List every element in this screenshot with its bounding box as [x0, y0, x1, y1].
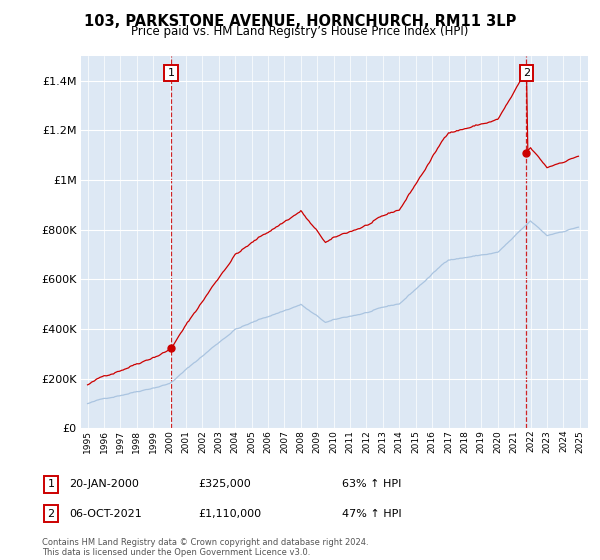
Text: 103, PARKSTONE AVENUE, HORNCHURCH, RM11 3LP: 103, PARKSTONE AVENUE, HORNCHURCH, RM11 …	[84, 14, 516, 29]
Text: Price paid vs. HM Land Registry’s House Price Index (HPI): Price paid vs. HM Land Registry’s House …	[131, 25, 469, 38]
Text: 47% ↑ HPI: 47% ↑ HPI	[342, 508, 401, 519]
Text: 63% ↑ HPI: 63% ↑ HPI	[342, 479, 401, 489]
Text: 06-OCT-2021: 06-OCT-2021	[69, 508, 142, 519]
Text: Contains HM Land Registry data © Crown copyright and database right 2024.
This d: Contains HM Land Registry data © Crown c…	[42, 538, 368, 557]
Text: £325,000: £325,000	[198, 479, 251, 489]
Text: £1,110,000: £1,110,000	[198, 508, 261, 519]
Text: 1: 1	[167, 68, 175, 78]
Text: 2: 2	[47, 508, 55, 519]
Text: 2: 2	[523, 68, 530, 78]
Text: 1: 1	[47, 479, 55, 489]
Text: 20-JAN-2000: 20-JAN-2000	[69, 479, 139, 489]
